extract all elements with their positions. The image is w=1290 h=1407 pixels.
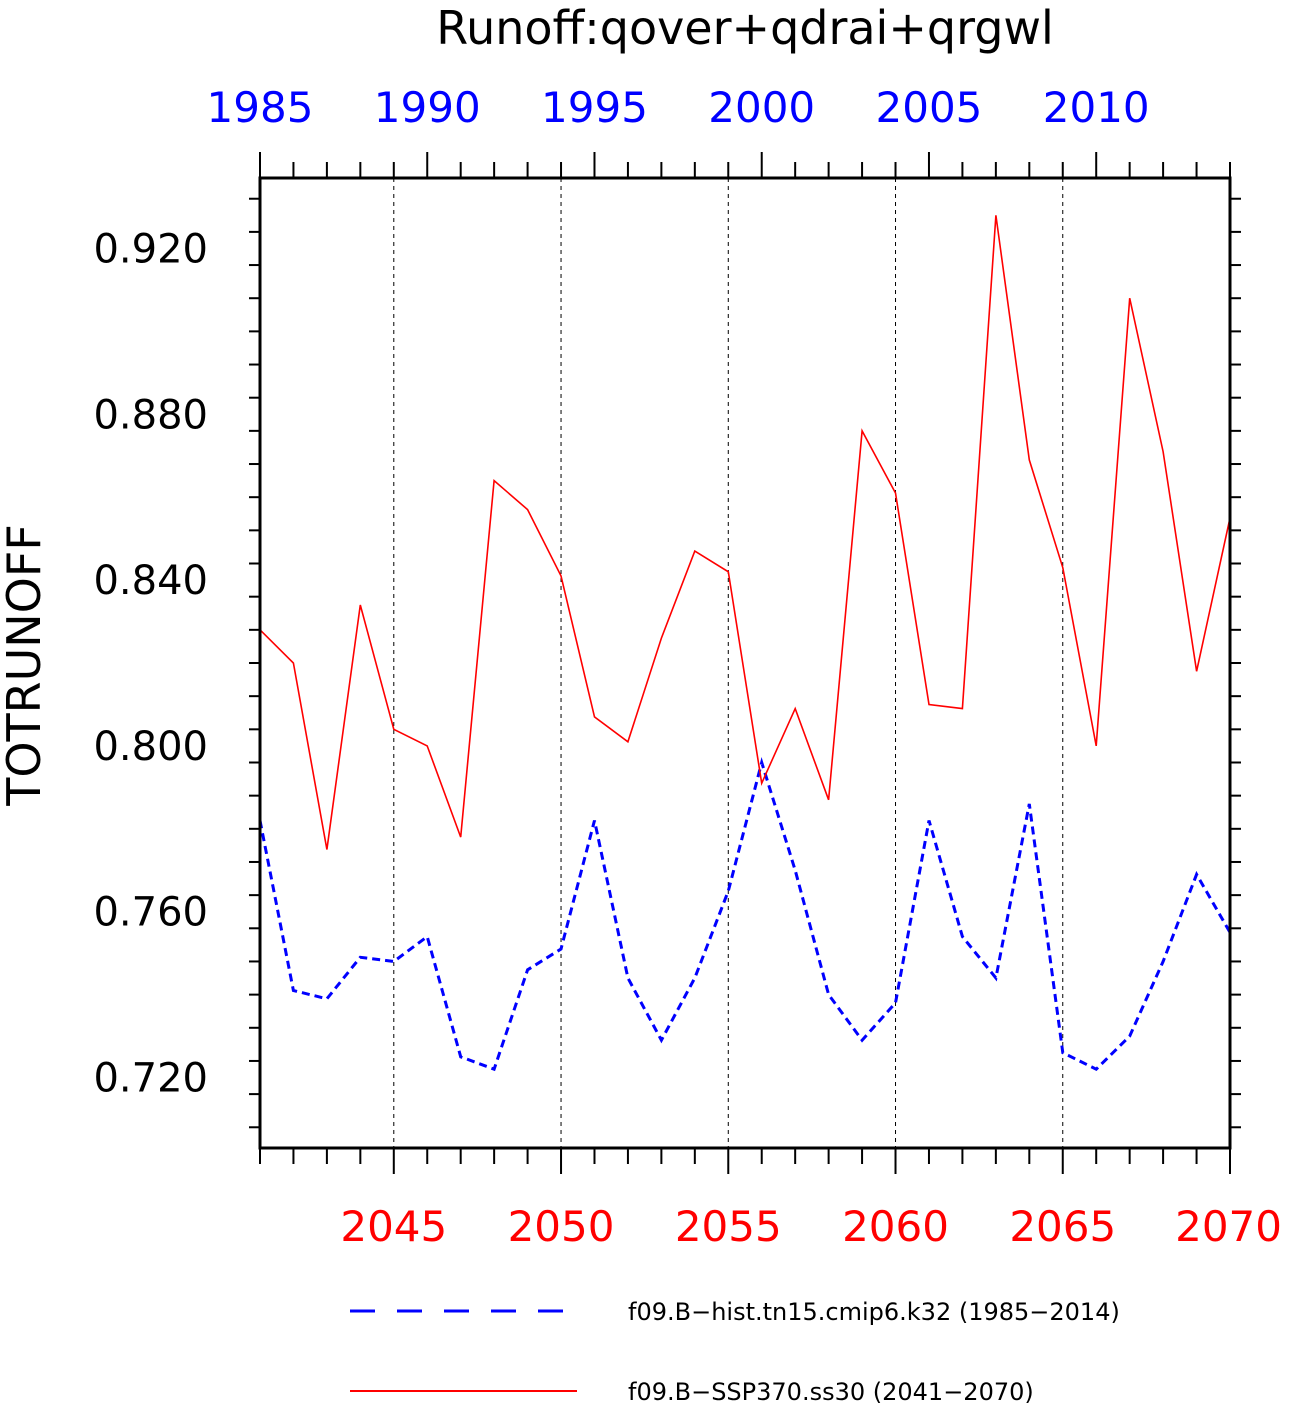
vertical-gridlines bbox=[393, 178, 1064, 1148]
y-tick-label: 0.880 bbox=[93, 392, 208, 438]
top-x-tick-label: 2005 bbox=[876, 83, 983, 132]
plot-frame bbox=[258, 176, 1232, 1150]
series-line-0 bbox=[258, 757, 1232, 1072]
y-tick-label: 0.920 bbox=[93, 226, 208, 272]
chart-title: Runoff:qover+qdrai+qrgwl bbox=[436, 1, 1054, 55]
bottom-x-tick-label: 2050 bbox=[508, 1202, 615, 1251]
bottom-x-tick-label: 2060 bbox=[842, 1202, 949, 1251]
top-x-tick-label: 1990 bbox=[374, 83, 481, 132]
y-tick-label: 0.840 bbox=[93, 558, 208, 604]
bottom-x-tick-label: 2065 bbox=[1009, 1202, 1116, 1251]
series-line-1 bbox=[259, 215, 1231, 850]
y-axis-ticks: 0.720 0.760 0.800 0.840 0.880 0.920 bbox=[93, 197, 1241, 1129]
top-x-tick-label: 2000 bbox=[708, 83, 815, 132]
series-lines bbox=[258, 215, 1232, 1072]
legend-label-hist: f09.B−hist.tn15.cmip6.k32 (1985−2014) bbox=[628, 1298, 1120, 1326]
bottom-x-tick-label: 2045 bbox=[340, 1202, 447, 1251]
y-tick-label: 0.760 bbox=[93, 890, 208, 936]
legend-label-ssp370: f09.B−SSP370.ss30 (2041−2070) bbox=[628, 1378, 1034, 1406]
legend: f09.B−hist.tn15.cmip6.k32 (1985−2014) f0… bbox=[350, 1298, 1120, 1406]
top-x-axis: 1985 1990 1995 2000 2005 2010 bbox=[207, 83, 1231, 178]
bottom-x-tick-label: 2055 bbox=[675, 1202, 782, 1251]
top-x-tick-label: 1985 bbox=[207, 83, 314, 132]
bottom-x-tick-label: 2070 bbox=[1175, 1202, 1282, 1251]
top-x-tick-label: 2010 bbox=[1043, 83, 1150, 132]
top-x-tick-label: 1995 bbox=[541, 83, 648, 132]
bottom-x-axis: 2045 2050 2055 2060 2065 2070 bbox=[259, 1148, 1282, 1251]
y-tick-label: 0.720 bbox=[93, 1056, 208, 1102]
y-axis-label: TOTRUNOFF bbox=[0, 524, 51, 807]
y-tick-label: 0.800 bbox=[93, 724, 208, 770]
